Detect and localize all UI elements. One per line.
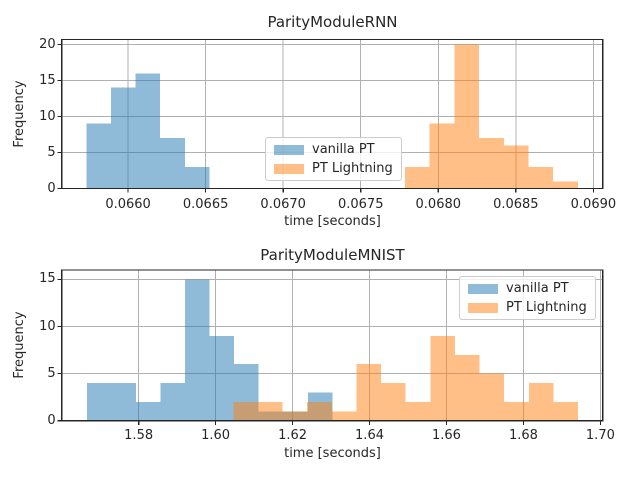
hist-bar-vanilla-pt	[135, 73, 161, 189]
hist-bar-pt-lightning	[553, 181, 578, 189]
hist-bar-pt-lightning	[479, 138, 504, 189]
y-axis-label-mnist: Frequency	[12, 311, 27, 379]
hist-bar-pt-lightning	[404, 166, 430, 189]
x-axis-label-mnist: time [seconds]	[284, 446, 381, 461]
x-tick-label: 1.58	[124, 428, 154, 443]
hist-bar-pt-lightning	[503, 145, 529, 189]
legend-swatch-pt-lightning	[468, 302, 498, 313]
chart-title-mnist: ParityModuleMNIST	[260, 246, 405, 264]
x-tick-label: 1.70	[585, 428, 615, 443]
x-tick-label: 0.0660	[105, 197, 151, 212]
x-tick-label: 1.68	[508, 428, 538, 443]
hist-bar-pt-lightning	[257, 401, 283, 421]
y-tick-label: 15	[39, 72, 56, 88]
x-tick-label: 0.0680	[415, 197, 462, 212]
hist-bar-pt-lightning	[405, 401, 431, 421]
legend-row-vanilla-pt: vanilla PT	[274, 142, 393, 157]
axes-border	[61, 38, 604, 190]
legend-row-vanilla-pt: vanilla PT	[468, 281, 587, 296]
legend-row-pt-lightning: PT Lightning	[274, 161, 393, 176]
hist-bar-pt-lightning	[528, 166, 554, 189]
legend-row-pt-lightning: PT Lightning	[468, 300, 587, 315]
legend-rnn: vanilla PT PT Lightning	[265, 137, 402, 181]
hist-bar-vanilla-pt	[86, 123, 111, 189]
hist-bar-pt-lightning	[356, 364, 382, 421]
legend-label-pt-lightning: PT Lightning	[506, 300, 587, 315]
hist-bar-pt-lightning	[454, 44, 480, 189]
hist-bar-vanilla-pt	[136, 401, 161, 421]
x-tick-label: 1.64	[355, 428, 384, 443]
legend-swatch-vanilla-pt	[468, 283, 498, 294]
hist-bar-pt-lightning	[454, 354, 480, 421]
y-tick-label: 0	[47, 180, 56, 196]
axes-border	[61, 269, 604, 422]
legend-label-vanilla-pt: vanilla PT	[506, 281, 569, 296]
x-axis-label-rnn: time [seconds]	[284, 214, 381, 229]
y-tick-label: 15	[39, 271, 56, 287]
y-tick-label: 10	[39, 318, 56, 334]
hist-bar-pt-lightning	[429, 123, 455, 189]
hist-bar-pt-lightning	[381, 383, 406, 421]
y-tick-label: 5	[47, 144, 56, 160]
x-tick-label: 0.0665	[182, 197, 229, 212]
y-tick-label: 0	[47, 412, 56, 428]
x-tick-label: 0.0690	[570, 197, 617, 212]
hist-bar-pt-lightning	[553, 401, 579, 421]
hist-bar-vanilla-pt	[111, 383, 137, 421]
x-tick-label: 1.60	[201, 428, 231, 443]
x-tick-label: 0.0675	[337, 197, 384, 212]
hist-bar-vanilla-pt	[184, 166, 210, 189]
x-tick-label: 1.62	[278, 428, 308, 443]
hist-bar-vanilla-pt	[209, 335, 235, 421]
hist-bar-pt-lightning	[331, 411, 357, 421]
legend-label-vanilla-pt: vanilla PT	[312, 142, 375, 157]
hist-bar-pt-lightning	[528, 383, 554, 421]
x-tick-label: 0.0670	[260, 197, 306, 212]
legend-swatch-pt-lightning	[274, 163, 304, 174]
hist-bar-pt-lightning	[233, 401, 258, 421]
x-tick-label: 1.66	[431, 428, 461, 443]
hist-bar-vanilla-pt	[110, 87, 136, 189]
hist-bar-pt-lightning	[430, 335, 455, 421]
legend-label-pt-lightning: PT Lightning	[312, 161, 393, 176]
hist-bar-vanilla-pt	[86, 383, 112, 421]
legend-swatch-vanilla-pt	[274, 144, 304, 155]
y-tick-label: 20	[39, 36, 56, 52]
hist-bar-vanilla-pt	[160, 138, 185, 189]
y-tick-label: 10	[39, 108, 56, 124]
chart-title-rnn: ParityModuleRNN	[267, 13, 398, 31]
hist-bar-pt-lightning	[307, 401, 332, 421]
hist-bar-pt-lightning	[479, 373, 505, 421]
x-tick-label: 0.0685	[493, 197, 539, 212]
hist-bar-vanilla-pt	[160, 383, 186, 421]
legend-mnist: vanilla PT PT Lightning	[459, 276, 596, 320]
y-tick-label: 5	[47, 365, 56, 381]
hist-bar-pt-lightning	[504, 401, 529, 421]
hist-bar-vanilla-pt	[185, 279, 210, 421]
hist-bar-pt-lightning	[282, 411, 308, 421]
